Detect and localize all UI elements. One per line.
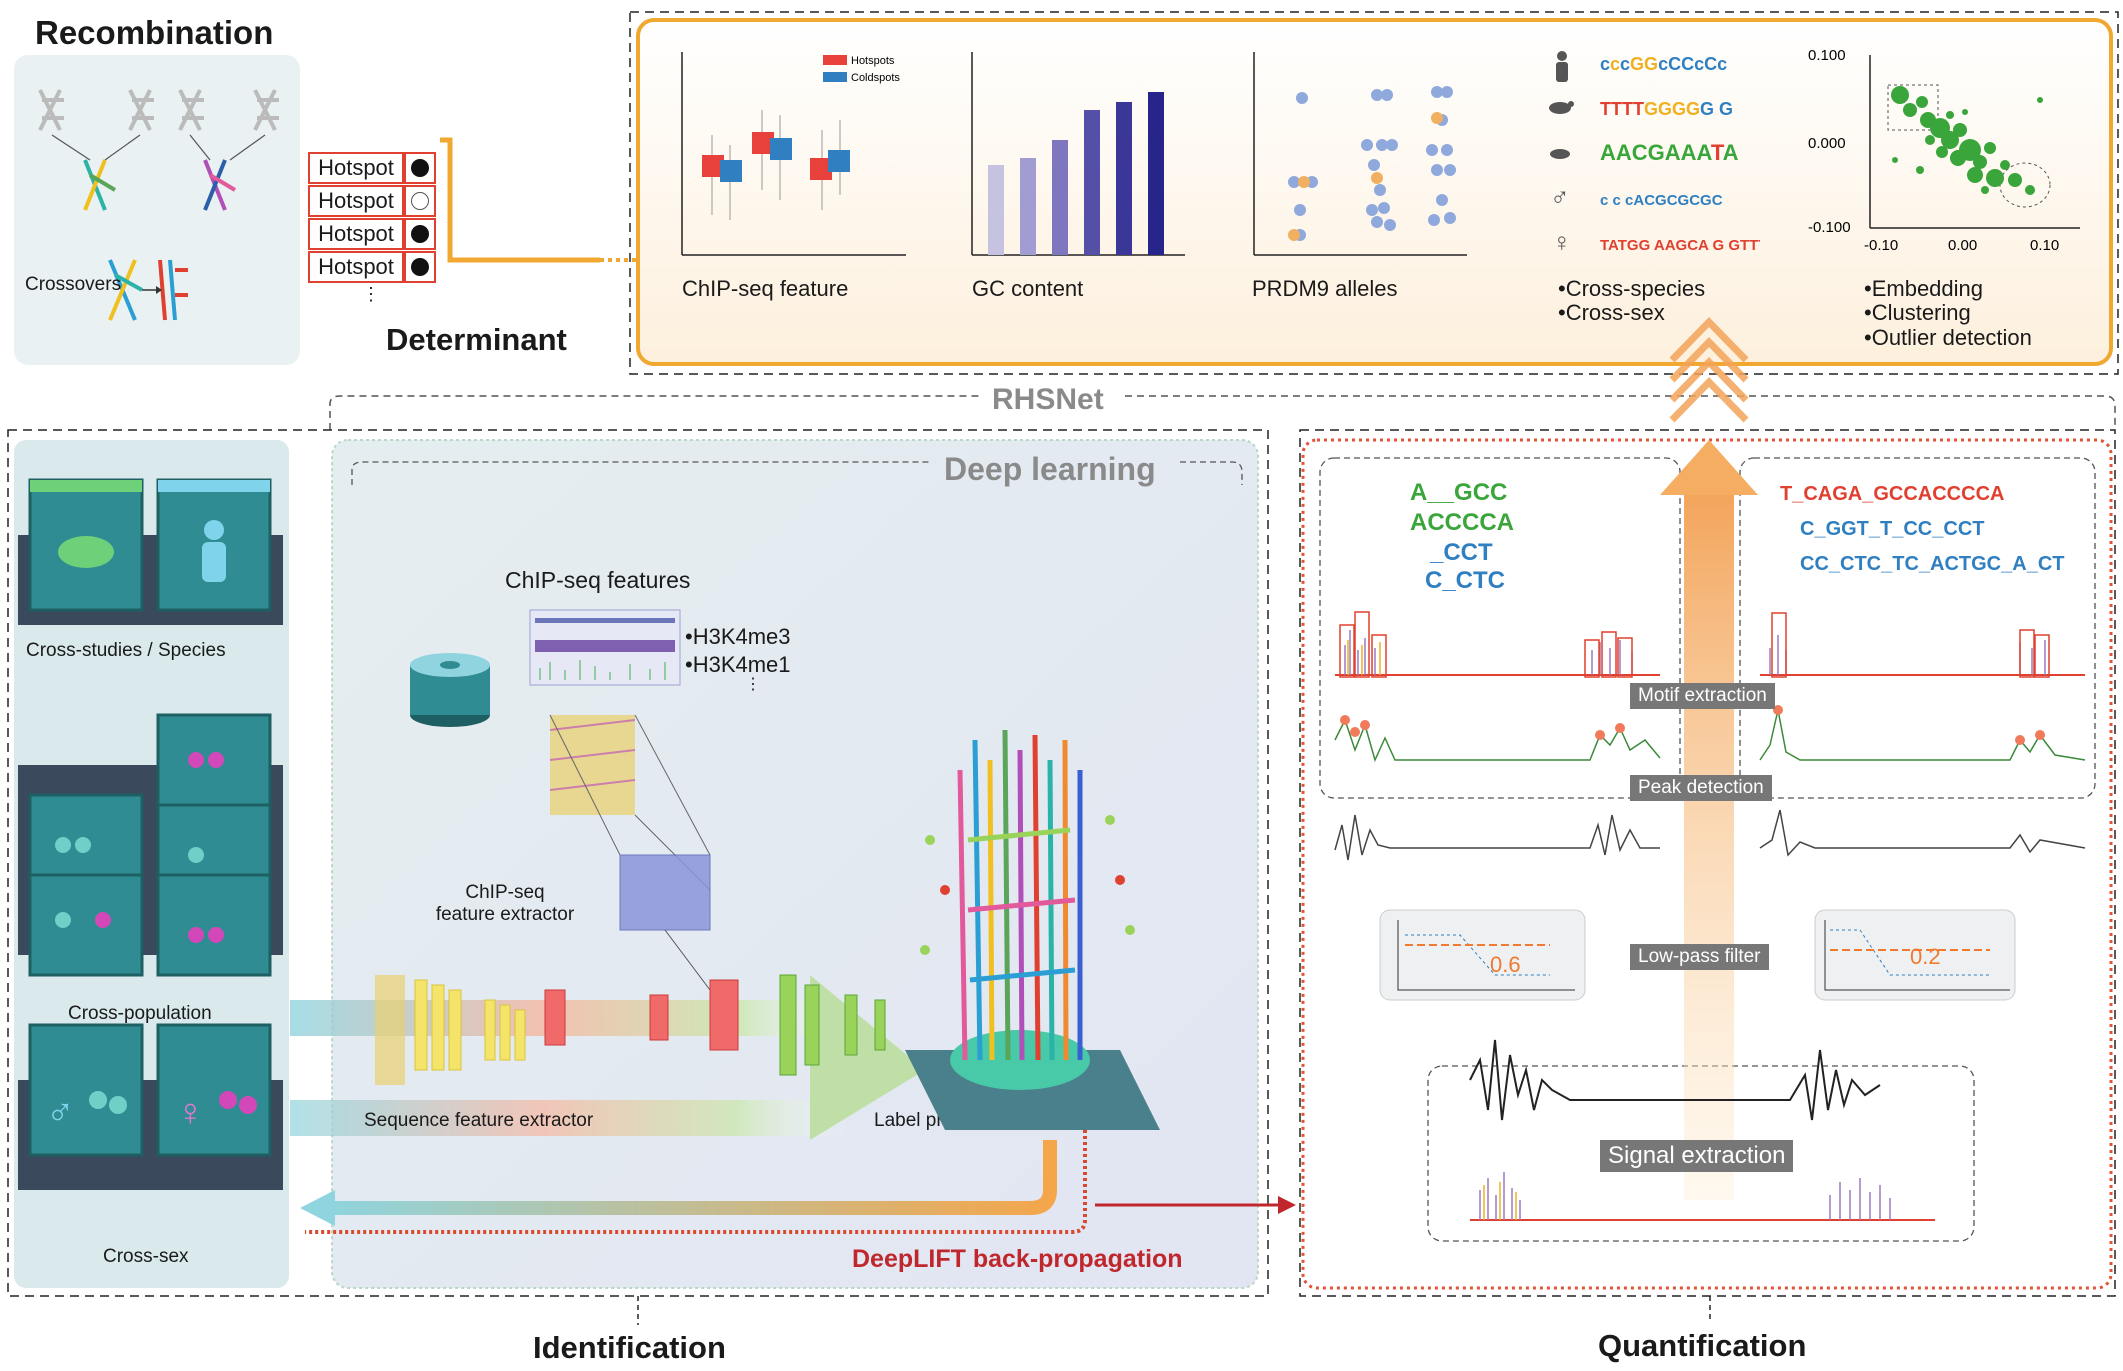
gc-content-chart xyxy=(971,52,1185,256)
prdm9-caption: PRDM9 alleles xyxy=(1252,276,1398,301)
human-icon xyxy=(1557,51,1567,61)
logo-left-4: C_CTC xyxy=(1425,567,1505,594)
chipseq-boxplot: Hotspots Coldspots xyxy=(681,52,906,256)
female-icon: ♀ xyxy=(1552,227,1572,257)
legend-hotspots-swatch xyxy=(823,55,847,65)
species-bullet-2: Cross-sex xyxy=(1558,300,1665,326)
female-icon: ♀ xyxy=(176,1092,205,1134)
peak-detection-label: Peak detection xyxy=(1630,775,1772,801)
deeplift-label: DeepLIFT back-propagation xyxy=(852,1245,1183,1273)
mouse-icon xyxy=(1549,102,1571,114)
y-tick: 0.100 xyxy=(1808,47,1846,64)
human-icon xyxy=(204,520,224,540)
svg-text:c c cACGCGCGC: c c cACGCGCGC xyxy=(1600,192,1723,209)
species-bullet-1: Cross-species xyxy=(1558,276,1705,302)
mouse-icon xyxy=(58,536,114,568)
threshold-left: 0.6 xyxy=(1490,952,1521,977)
database-icon xyxy=(410,653,490,727)
logo-left-3: _CCT xyxy=(1429,539,1493,566)
chipseq-caption: ChIP-seq feature xyxy=(682,276,849,301)
embedding-scatter: 0.100 0.000 -0.100 -0.10 0.00 0.10 xyxy=(1808,47,2080,254)
rhsnet-label: RHSNet xyxy=(992,383,1104,416)
male-icon: ♂ xyxy=(1550,182,1570,212)
crossover-illustration xyxy=(38,89,279,321)
x-tick: -0.10 xyxy=(1864,237,1898,254)
logo-right-3: CC_CTC_TC_ACTGC_A_CT xyxy=(1800,553,2064,575)
hotspot-row-1: Hotspot xyxy=(308,152,436,184)
marks-ellipsis: ⋮ xyxy=(745,676,761,693)
logo-right-2: C_GGT_T_CC_CCT xyxy=(1800,518,1984,540)
svg-text:AACGAAATA: AACGAAATA xyxy=(1600,140,1739,165)
logo-right-1: T_CAGA_GCCACCCCA xyxy=(1780,483,2004,505)
legend-hotspots: Hotspots xyxy=(851,55,895,67)
hotspot-marker-filled xyxy=(404,152,436,184)
x-tick: 0.10 xyxy=(2030,237,2059,254)
crossovers-label: Crossovers xyxy=(25,274,122,295)
quantification-label: Quantification xyxy=(1598,1328,1807,1363)
determinant-label: Determinant xyxy=(386,322,567,357)
svg-text:cccGGcCCcCc: cccGGcCCcCc xyxy=(1600,54,1727,74)
chipseq-features-title: ChIP-seq features xyxy=(505,567,691,593)
legend-coldspots-swatch xyxy=(823,72,847,82)
hotspot-row-3: Hotspot xyxy=(308,218,436,250)
embedding-bullet-2: Clustering xyxy=(1864,300,1971,326)
y-tick: -0.100 xyxy=(1808,219,1851,236)
network-illustration xyxy=(375,609,1160,1130)
svg-text:TATGG AAGCA G GTTT: TATGG AAGCA G GTTT xyxy=(1600,237,1760,254)
hotspot-row-2: Hotspot xyxy=(308,185,436,217)
male-icon: ♂ xyxy=(46,1092,75,1134)
threshold-right: 0.2 xyxy=(1910,944,1941,969)
cross-studies-label: Cross-studies / Species xyxy=(26,640,226,661)
recombination-panel xyxy=(14,55,300,365)
dog-icon xyxy=(1550,149,1570,159)
chipseq-extractor-label: ChIP-seq feature extractor xyxy=(435,882,575,925)
svg-text:TTTTGGGGG G: TTTTGGGGG G xyxy=(1600,99,1733,119)
x-tick: 0.00 xyxy=(1948,237,1977,254)
hotspot-ellipsis: ⋮ xyxy=(362,284,380,304)
y-tick: 0.000 xyxy=(1808,135,1846,152)
legend-coldspots: Coldspots xyxy=(851,72,900,84)
prdm9-chart xyxy=(1253,52,1467,256)
gc-caption: GC content xyxy=(972,276,1084,301)
embedding-bullet-1: Embedding xyxy=(1864,276,1983,302)
recombination-title: Recombination xyxy=(35,14,274,51)
signal-extraction-label: Signal extraction xyxy=(1600,1140,1794,1172)
embedding-bullet-3: Outlier detection xyxy=(1864,325,2032,351)
species-logos: ♂ ♀ cccGGcCCcCc TTTTGGGGG G AACGAAATA c … xyxy=(1549,51,1760,257)
low-pass-filter-label: Low-pass filter xyxy=(1630,944,1769,970)
hotspot-marker-open xyxy=(404,185,436,217)
dataset-illustrations: ♂ ♀ xyxy=(18,478,283,1190)
quantification-illustration: A__GCC ACCCCA _CCT C_CTC T_CAGA_GCCACCCC… xyxy=(1334,479,2086,1221)
cross-sex-label: Cross-sex xyxy=(103,1246,189,1267)
motif-extraction-label: Motif extraction xyxy=(1630,683,1775,709)
hotspot-row-4: Hotspot xyxy=(308,251,436,283)
mark-h3k4me1: H3K4me1 xyxy=(685,652,791,678)
sequence-extractor-label: Sequence feature extractor xyxy=(364,1110,594,1131)
hotspot-marker-filled xyxy=(404,218,436,250)
mark-h3k4me3: H3K4me3 xyxy=(685,624,791,650)
logo-left-2: ACCCCA xyxy=(1410,509,1514,536)
hotspot-marker-filled xyxy=(404,251,436,283)
cross-population-label: Cross-population xyxy=(68,1003,212,1024)
logo-left-1: A__GCC xyxy=(1410,479,1507,506)
identification-label: Identification xyxy=(533,1330,726,1365)
deep-learning-title: Deep learning xyxy=(944,451,1156,487)
